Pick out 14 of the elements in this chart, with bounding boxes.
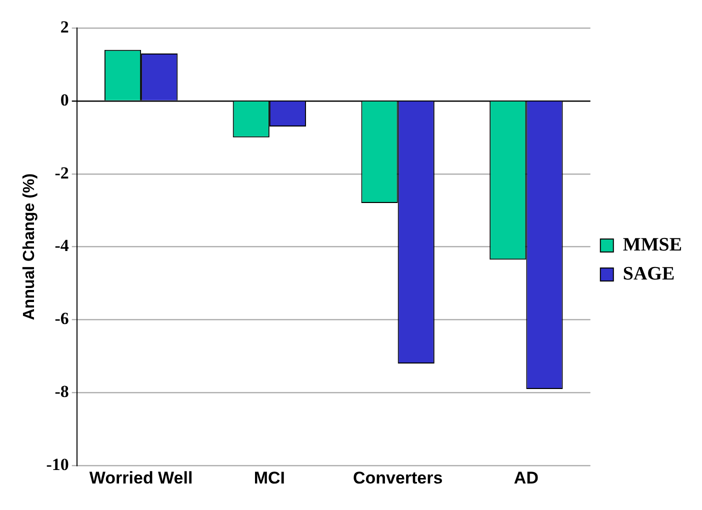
y-tick-label: -2	[54, 163, 69, 182]
y-axis-title: Annual Change (%)	[21, 173, 38, 320]
legend-label: MMSE	[622, 234, 682, 256]
y-tick-label: 0	[60, 90, 69, 110]
y-tick-label: -6	[54, 309, 69, 328]
y-tick-label: -4	[54, 236, 70, 256]
y-tick-label: -8	[54, 382, 69, 402]
x-tick-label: Converters	[352, 468, 443, 488]
x-tick-label: MCI	[254, 468, 286, 488]
y-tick-label: 2	[60, 17, 69, 36]
x-tick-label: AD	[514, 468, 538, 488]
legend-label: SAGE	[622, 263, 675, 284]
x-tick-label: Worried Well	[89, 468, 193, 488]
y-tick-label: -10	[46, 454, 69, 474]
